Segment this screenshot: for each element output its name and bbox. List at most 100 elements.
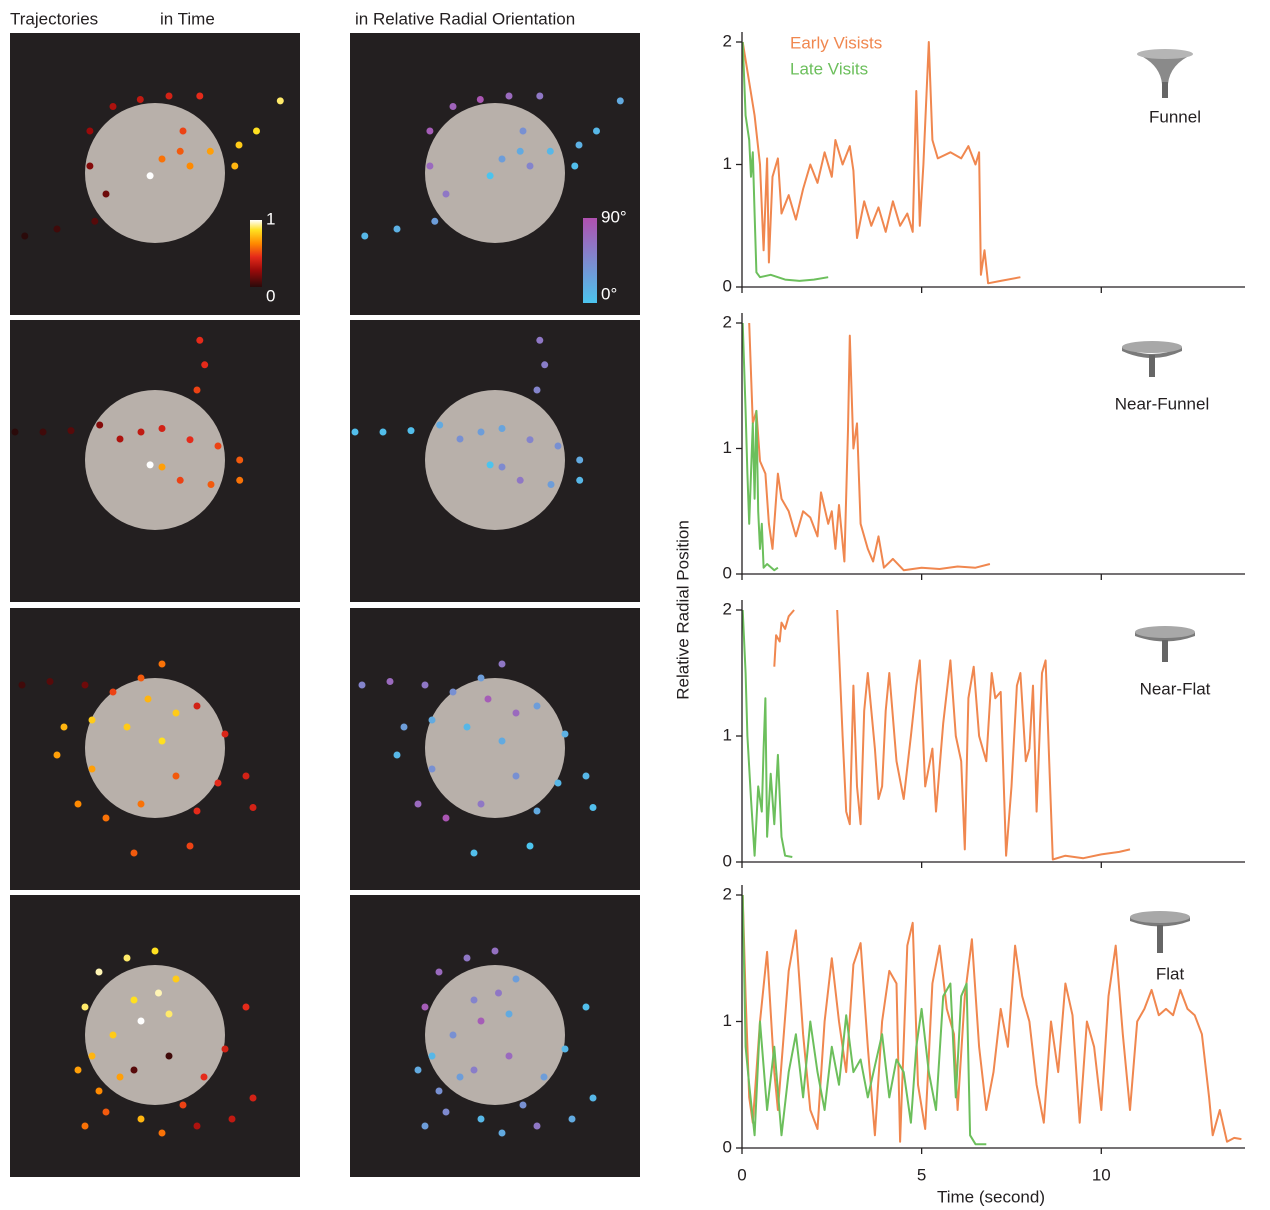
trajectory-point xyxy=(548,481,555,488)
trajectory-point xyxy=(96,969,103,976)
shape-icon xyxy=(1137,49,1193,98)
trajectory-point xyxy=(429,1053,436,1060)
trajectory-point xyxy=(103,191,110,198)
trajectory-point xyxy=(89,1053,96,1060)
trajectory-point xyxy=(173,773,180,780)
y-tick-label: 0 xyxy=(723,1137,732,1156)
x-tick-label: 0 xyxy=(737,1165,746,1184)
data-line xyxy=(743,895,1242,1142)
trajectory-point xyxy=(569,1116,576,1123)
trajectory-point xyxy=(131,997,138,1004)
trajectory-point xyxy=(534,387,541,394)
trajectory-point xyxy=(464,955,471,962)
trajectory-point xyxy=(541,361,548,368)
trajectory-point xyxy=(495,990,502,997)
trajectory-point xyxy=(513,773,520,780)
trajectory-point xyxy=(124,955,131,962)
trajectory-point xyxy=(86,128,93,135)
trajectory-point xyxy=(576,457,583,464)
trajectory-point xyxy=(131,850,138,857)
trajectory-point xyxy=(75,1067,82,1074)
shape-icon xyxy=(1130,911,1190,953)
trajectory-point xyxy=(138,1018,145,1025)
figure: Trajectoriesin Timein Relative Radial Or… xyxy=(0,0,1270,1210)
trajectory-point xyxy=(159,1130,166,1137)
trajectory-point xyxy=(541,1074,548,1081)
trajectory-point xyxy=(487,461,494,468)
legend-entry: Early Visists xyxy=(790,33,882,52)
trajectory-point xyxy=(147,172,154,179)
trajectory-point xyxy=(103,1109,110,1116)
trajectory-point xyxy=(54,226,61,233)
y-tick-label: 1 xyxy=(723,438,732,457)
trajectory-point xyxy=(471,997,478,1004)
trajectory-point xyxy=(147,461,154,468)
trajectory-point xyxy=(231,163,238,170)
trajectory-point xyxy=(166,93,173,100)
y-tick-label: 2 xyxy=(723,884,732,903)
trajectory-point xyxy=(450,1032,457,1039)
trajectory-point xyxy=(583,773,590,780)
colorbar xyxy=(250,220,262,287)
trajectory-point xyxy=(68,427,75,434)
trajectory-point xyxy=(187,436,194,443)
funnel-stem xyxy=(1162,82,1168,98)
trajectory-point xyxy=(527,163,534,170)
trajectory-point xyxy=(471,850,478,857)
target-disk xyxy=(425,390,565,530)
y-tick-label: 0 xyxy=(723,851,732,870)
trajectory-point xyxy=(436,422,443,429)
trajectory-point xyxy=(159,156,166,163)
trajectory-point xyxy=(547,148,554,155)
trajectory-point xyxy=(394,752,401,759)
disk-stem xyxy=(1149,355,1155,377)
trajectory-point xyxy=(152,948,159,955)
trajectory-point xyxy=(21,233,28,240)
data-line xyxy=(774,610,1130,860)
x-axis-title: Time (second) xyxy=(937,1187,1045,1206)
trajectory-point xyxy=(617,97,624,104)
trajectory-point xyxy=(429,766,436,773)
trajectory-point xyxy=(499,661,506,668)
trajectory-point xyxy=(180,128,187,135)
y-tick-label: 2 xyxy=(723,312,732,331)
legend-entry: Late Visits xyxy=(790,59,868,78)
trajectory-point xyxy=(277,97,284,104)
trajectory-point xyxy=(138,675,145,682)
trajectory-point xyxy=(450,689,457,696)
panel-title: in Relative Radial Orientation xyxy=(355,9,575,28)
funnel-rim xyxy=(1137,49,1193,59)
trajectory-point xyxy=(166,1053,173,1060)
trajectory-point xyxy=(250,804,257,811)
trajectory-point xyxy=(436,969,443,976)
trajectory-point xyxy=(527,843,534,850)
y-axis-title: Relative Radial Position xyxy=(673,520,692,700)
trajectory-point xyxy=(593,128,600,135)
trajectory-point xyxy=(215,780,222,787)
disk-top xyxy=(1135,626,1195,638)
trajectory-point xyxy=(222,1046,229,1053)
data-line xyxy=(749,323,990,570)
trajectory-point xyxy=(138,801,145,808)
trajectory-point xyxy=(517,148,524,155)
trajectory-point xyxy=(478,429,485,436)
trajectory-point xyxy=(534,703,541,710)
shape-icon xyxy=(1135,626,1195,662)
colorbar-label: 90° xyxy=(601,207,627,226)
trajectory-point xyxy=(91,218,98,225)
trajectory-point xyxy=(89,717,96,724)
trajectory-point xyxy=(86,163,93,170)
trajectory-point xyxy=(352,429,359,436)
trajectory-point xyxy=(159,464,166,471)
y-tick-label: 0 xyxy=(723,563,732,582)
trajectory-point xyxy=(457,436,464,443)
y-tick-label: 0 xyxy=(723,276,732,295)
page: Trajectoriesin Timein Relative Radial Or… xyxy=(0,0,1270,1210)
trajectory-point xyxy=(222,731,229,738)
trajectory-point xyxy=(506,93,513,100)
disk-stem xyxy=(1162,640,1168,662)
trajectory-point xyxy=(47,678,54,685)
data-line xyxy=(743,610,793,857)
trajectory-point xyxy=(138,1116,145,1123)
trajectory-point xyxy=(499,156,506,163)
